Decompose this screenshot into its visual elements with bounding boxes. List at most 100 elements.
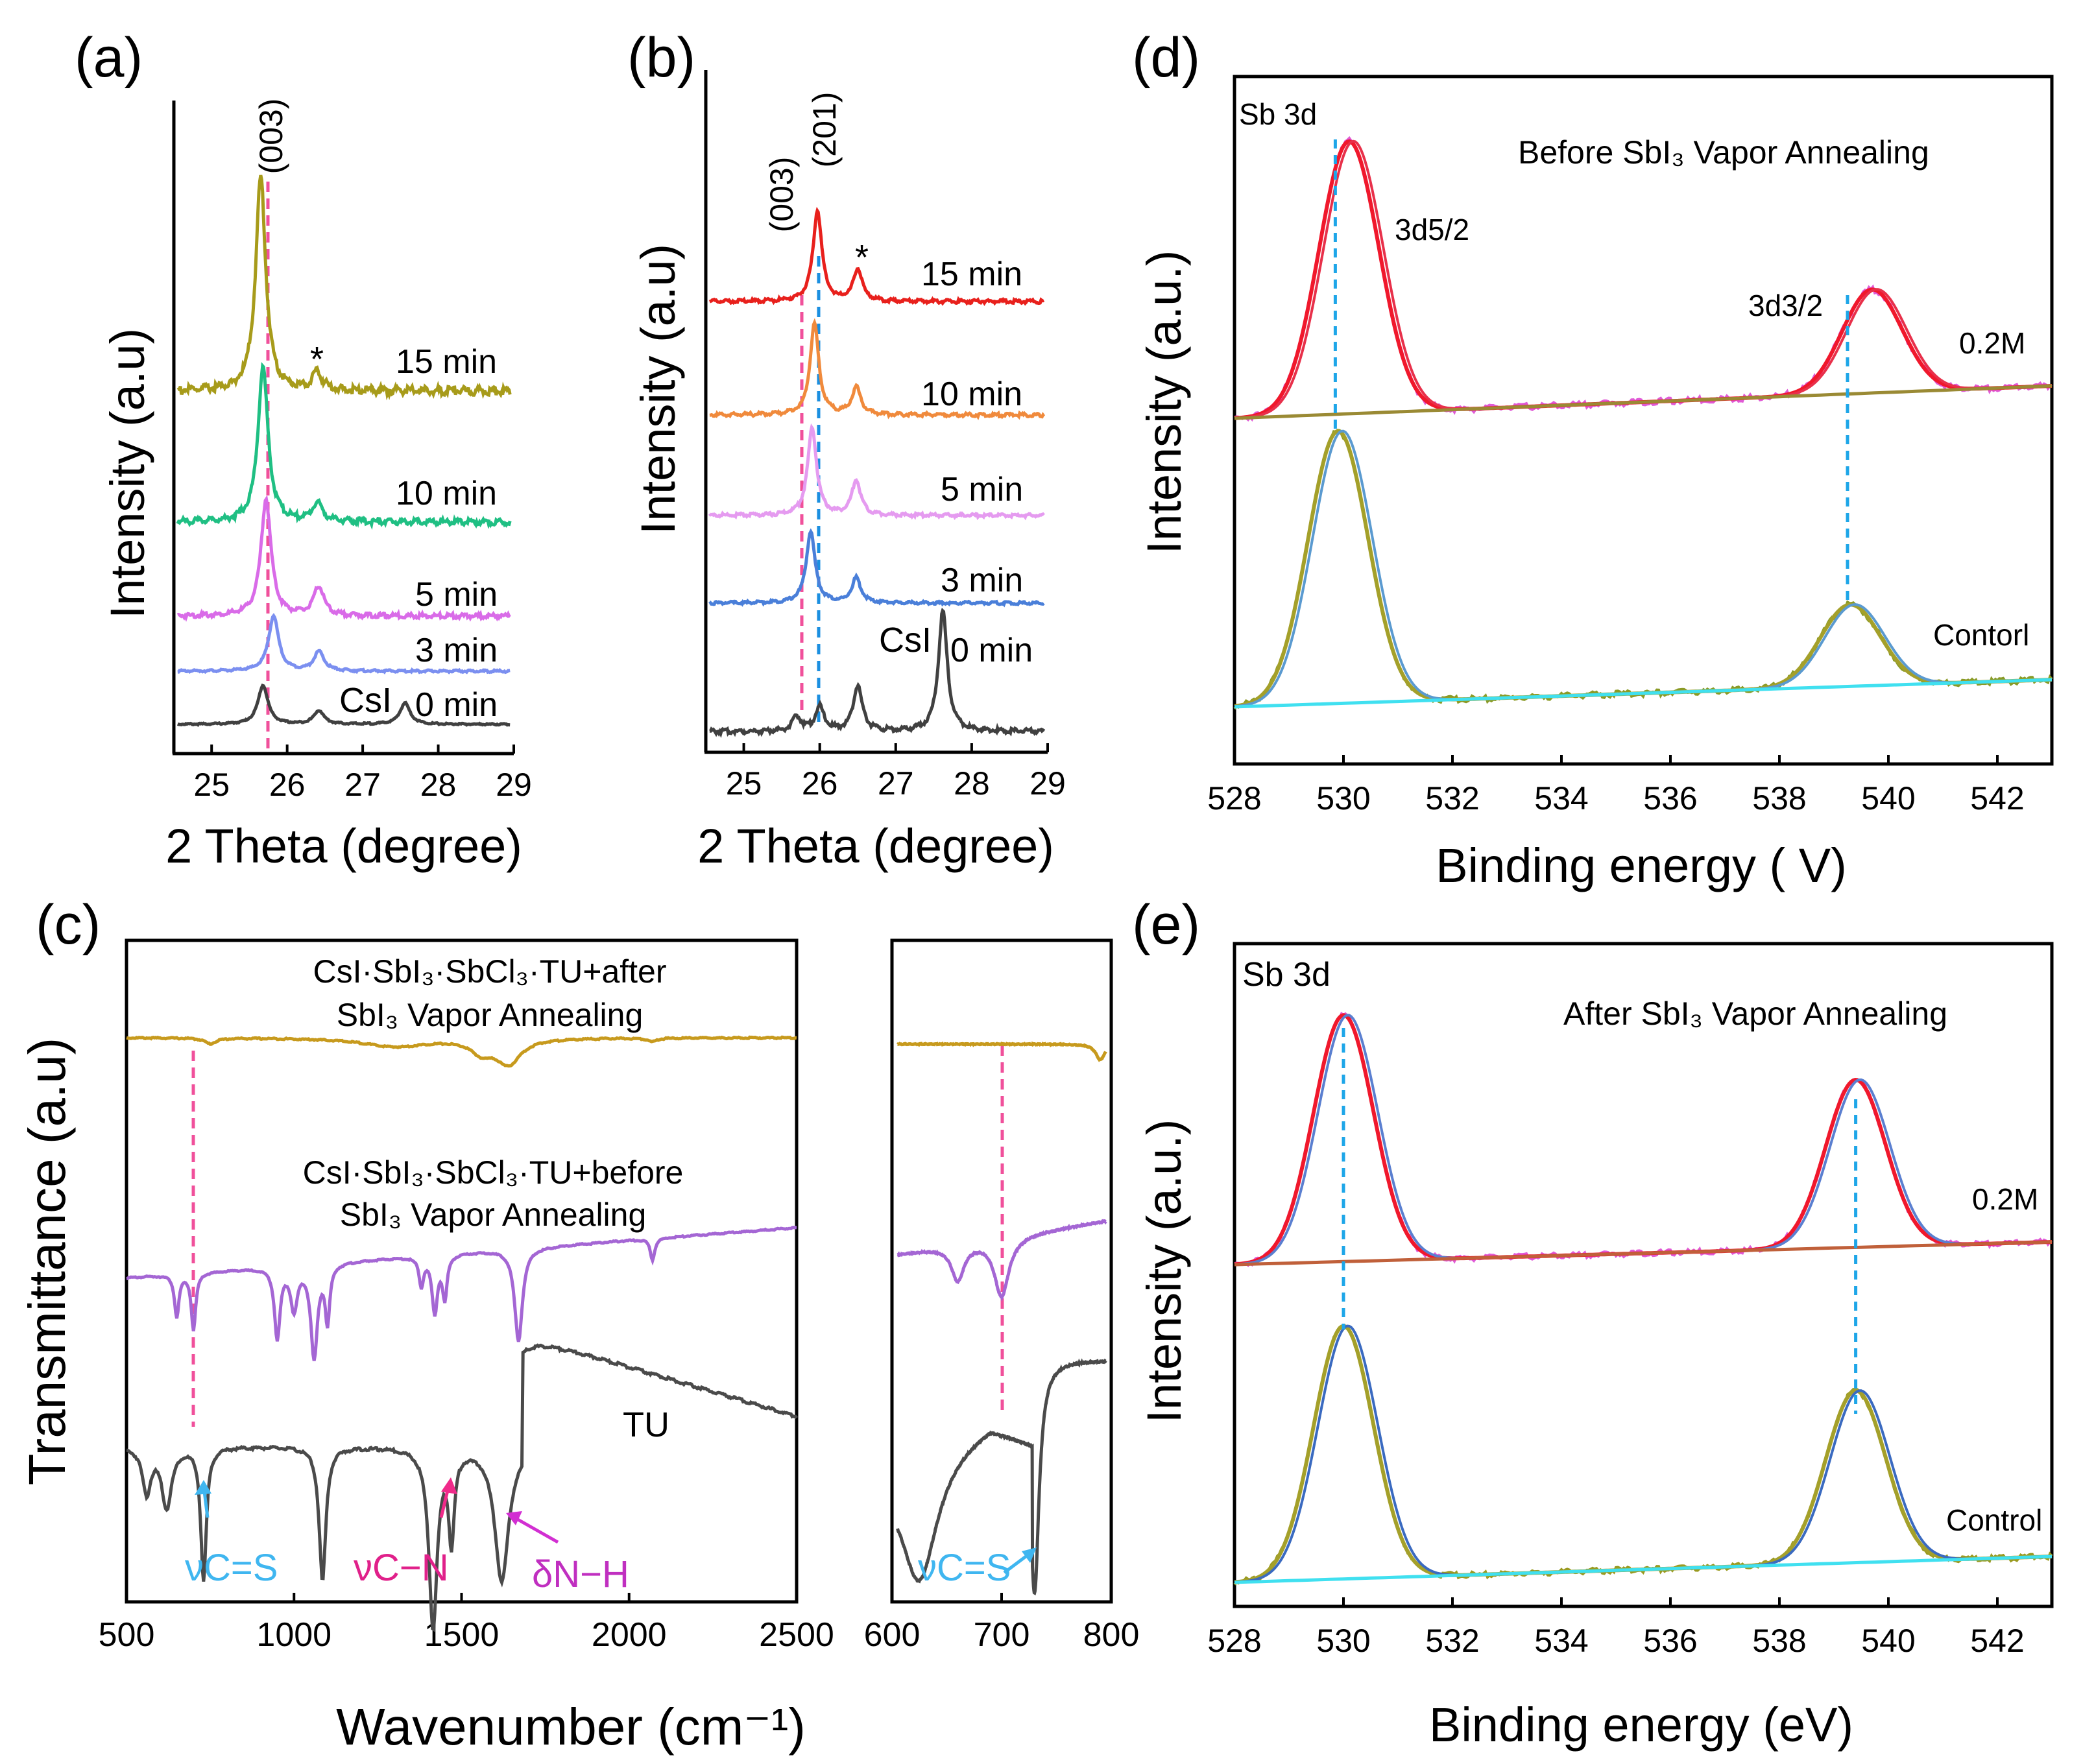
- panel-d-xtick-label: 534: [1534, 780, 1588, 816]
- panel-a-xtick-label: 29: [496, 767, 532, 803]
- panel-d-xtick-label: 530: [1316, 780, 1370, 816]
- panel-d-xtick-label: 542: [1970, 780, 2024, 816]
- panel-d-title: Before SbI₃ Vapor Annealing: [1518, 134, 1929, 171]
- panel-e-ticks: 528 530 532 534 536 538 540 542: [1207, 1597, 2025, 1659]
- panel-a-xtick-label: 26: [269, 767, 306, 803]
- panel-d-label: (d): [1132, 27, 1200, 89]
- panel-d-xtick-label: 540: [1861, 780, 1915, 816]
- panel-b-ylabel: Intensity (a.u): [631, 244, 685, 534]
- xrd-series-3-min: [177, 613, 511, 674]
- panel-e-xtick-label: 542: [1970, 1623, 2024, 1659]
- panel-e-frame: [1233, 942, 2054, 1608]
- panel-d: (d) Intensity (a.u.) 528 530 532 534 536 538 5…: [1132, 27, 2054, 892]
- panel-e-xtick-label: 536: [1643, 1623, 1697, 1659]
- panel-d-ticks: 528 530 532 534 536 538 540 542: [1207, 755, 2025, 816]
- xps-Contorl-background: [1234, 678, 2053, 709]
- inset-before-curve: [897, 1219, 1107, 1302]
- panel-e-top-label: 0.2M: [1972, 1182, 2038, 1216]
- xps-0.2M-raw: [1234, 136, 2053, 422]
- panel-e-title: After SbI₃ Vapor Annealing: [1563, 995, 1947, 1032]
- xps-0.2M-fit: [1234, 1013, 2053, 1267]
- panel-e-xtick-label: 532: [1425, 1623, 1479, 1659]
- panel-b-series-15: 15 min: [921, 256, 1022, 293]
- panel-d-ylabel: Intensity (a.u.): [1137, 250, 1191, 554]
- panel-b-xtick-label: 25: [726, 765, 762, 802]
- panel-a-ticks: 25 26 27 28 29: [193, 745, 532, 803]
- panel-b-series-0: 0 min: [950, 632, 1033, 669]
- panel-c-inset-xtick-label: 800: [1083, 1616, 1140, 1654]
- ftir-after-curve: [126, 1035, 797, 1068]
- xrd-series-0-min: [709, 608, 1046, 739]
- panel-c-xtick-label: 2000: [592, 1616, 667, 1654]
- panel-d-xlabel: Binding energy ( V): [1436, 839, 1846, 892]
- panel-a-xtick-label: 27: [344, 767, 381, 803]
- delta-nh-arrow: [513, 1516, 559, 1544]
- panel-b-peak-003: (003): [764, 157, 800, 233]
- panel-c-ylabel: Transmittance (a.u): [18, 1038, 76, 1486]
- panel-a-series-0: 0 min: [415, 686, 498, 724]
- panel-a-series-15: 15 min: [396, 343, 497, 381]
- panel-b-csi-label: CsI: [879, 621, 932, 660]
- panel-a-label: (a): [75, 27, 143, 89]
- panel-a-series-10: 10 min: [396, 475, 497, 512]
- panel-a-series-5: 5 min: [415, 576, 498, 614]
- panel-d-element: Sb 3d: [1239, 97, 1317, 131]
- panel-b-series-3: 3 min: [941, 562, 1023, 599]
- panel-e-ylabel: Intensity (a.u.): [1137, 1119, 1191, 1424]
- xps-Control-fit2: [1234, 1324, 2053, 1584]
- panel-a-xtick-label: 25: [193, 767, 230, 803]
- panel-e-xtick-label: 540: [1861, 1623, 1915, 1659]
- panel-b-xtick-label: 28: [954, 765, 990, 802]
- xrd-series-10-min: [709, 318, 1046, 420]
- panel-a: (a) Intensity (a.u) 25 26 27 28 29 2 Theta (…: [75, 27, 532, 873]
- panel-b-xlabel: 2 Theta (degree): [697, 819, 1054, 873]
- panel-b-peak-201: (201): [806, 92, 843, 168]
- panel-d-top-label: 0.2M: [1959, 326, 2025, 360]
- panel-e-xlabel: Binding energy (eV): [1429, 1698, 1853, 1752]
- panel-c-xtick-label: 2500: [759, 1616, 834, 1654]
- panel-b-xtick-label: 29: [1029, 765, 1066, 802]
- panel-b-series-10: 10 min: [921, 375, 1022, 413]
- ftir-tu-curve: [126, 1343, 798, 1632]
- panel-d-peak1: 3d5/2: [1395, 213, 1469, 246]
- panel-e-element: Sb 3d: [1242, 956, 1330, 994]
- inset-nu-cs-label: νC=S: [918, 1547, 1011, 1589]
- ftir-before-curve: [126, 1226, 797, 1361]
- panel-a-xtick-label: 28: [420, 767, 457, 803]
- panel-c-inset-xtick-label: 700: [974, 1616, 1030, 1654]
- xps-0.2M-fit2: [1234, 1014, 2053, 1266]
- panel-a-series-3: 3 min: [415, 632, 498, 669]
- panel-b-ticks: 25 26 27 28 29: [726, 743, 1066, 802]
- panel-b-xtick-label: 26: [802, 765, 838, 802]
- panel-d-xtick-label: 528: [1207, 780, 1261, 816]
- inset-after-curve: [896, 1041, 1107, 1062]
- panel-b-label: (b): [627, 27, 695, 89]
- panel-c-xtick-label: 1000: [256, 1616, 331, 1654]
- xps-Control-background: [1234, 1555, 2053, 1584]
- xps-Contorl-fit: [1234, 429, 2053, 708]
- panel-d-xtick-label: 536: [1643, 780, 1697, 816]
- panel-a-xlabel: 2 Theta (degree): [165, 819, 522, 873]
- xrd-series-3-min: [708, 528, 1045, 608]
- panel-e-xtick-label: 534: [1534, 1623, 1588, 1659]
- xps-0.2M-background: [1234, 384, 2053, 420]
- panel-e: (e) Intensity (a.u.) 528 530 532 534 536 538 5…: [1132, 894, 2054, 1752]
- panel-e-curves: [1233, 1012, 2053, 1586]
- panel-c-ticks: 500 1000 1500 2000 2500 600 700 800: [99, 1593, 1140, 1654]
- xps-0.2M-fit: [1234, 139, 2053, 420]
- xrd-series-5-min: [176, 495, 511, 622]
- panel-c-xtick-label: 1500: [424, 1616, 500, 1654]
- inset-tu-curve: [896, 1358, 1107, 1595]
- panel-c-xlabel: Wavenumber (cm⁻¹): [336, 1698, 806, 1756]
- panel-d-curves: [1233, 136, 2053, 710]
- panel-c-tu-label: TU: [623, 1405, 669, 1444]
- panel-c-xtick-label: 500: [99, 1616, 155, 1654]
- panel-c-curves: [126, 1035, 1107, 1632]
- delta-nh-label: δN−H: [532, 1553, 629, 1595]
- inset-nu-cs-arrowhead: [1022, 1547, 1037, 1563]
- xrd-series-15-min: [176, 174, 512, 401]
- xrd-series-5-min: [708, 423, 1045, 521]
- panel-b-impurity-mark: *: [855, 238, 869, 277]
- panel-c-after-line1: CsI·SbI₃·SbCl₃·TU+after: [313, 953, 667, 990]
- panel-a-curves: [176, 174, 512, 728]
